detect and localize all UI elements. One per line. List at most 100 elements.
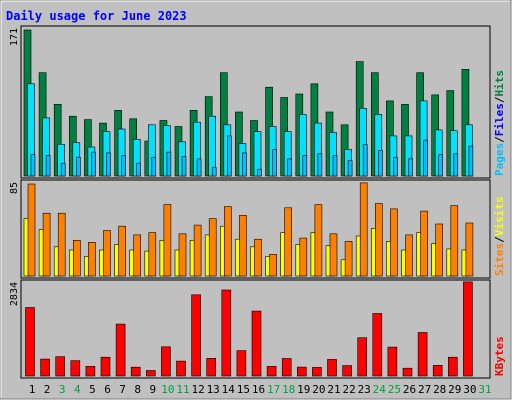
day-label: 8 [134, 383, 141, 396]
day-label: 18 [282, 383, 295, 396]
day-label: 16 [252, 383, 265, 396]
day-label: 15 [237, 383, 250, 396]
sites-bar [314, 204, 323, 277]
day-label: 4 [74, 383, 81, 396]
sites-bar [57, 212, 66, 277]
pages-bar [272, 149, 277, 177]
day-label: 5 [89, 383, 96, 396]
sites-bar [359, 182, 368, 277]
sites-bar [450, 205, 459, 277]
sites-bar [133, 234, 141, 277]
day-label: 29 [448, 383, 461, 396]
day-label: 14 [222, 383, 236, 396]
kbytes-bar [191, 294, 201, 377]
sites-bar [420, 210, 428, 277]
legend-visits-label: Visits [493, 197, 506, 237]
sites-bar [284, 207, 293, 277]
day-label: 10 [161, 383, 174, 396]
pages-bar [121, 155, 126, 177]
sites-bar [435, 223, 444, 277]
pages-bar [76, 156, 81, 177]
panel-kbytes-ymax-label: 2834 [9, 282, 20, 306]
day-label: 22 [342, 383, 355, 396]
day-label: 2 [44, 383, 51, 396]
day-label: 12 [191, 383, 204, 396]
sites-bar [103, 230, 111, 277]
kbytes-bar [417, 332, 428, 377]
pages-bar [45, 155, 51, 177]
kbytes-bar [161, 346, 171, 377]
day-label: 19 [297, 383, 310, 396]
legend-pages-label: Pages [493, 143, 506, 176]
sites-bar [148, 232, 157, 277]
pages-bar [362, 144, 368, 177]
legend-files-label: Files [493, 103, 506, 136]
kbytes-bar [312, 367, 322, 377]
day-label: 31 [478, 383, 491, 396]
kbytes-bar [236, 350, 247, 377]
sites-bar [163, 204, 172, 277]
panel-visits-ymax-label: 85 [9, 182, 20, 194]
pages-bar [302, 155, 308, 177]
pages-bar [106, 152, 111, 177]
legend-sep-1: / [493, 136, 506, 143]
day-label: 21 [327, 383, 340, 396]
sites-bar [224, 206, 232, 277]
day-label: 24 [373, 383, 387, 396]
pages-bar [181, 156, 187, 177]
kbytes-bar [402, 367, 413, 377]
legend-visits-sites: Sites/Visits [493, 197, 506, 277]
kbytes-bar [221, 289, 232, 377]
kbytes-bar [432, 364, 443, 377]
sites-bar [329, 233, 338, 277]
sites-bar [118, 225, 126, 277]
pages-bar [408, 158, 413, 177]
pages-bar [136, 162, 141, 177]
kbytes-bar [176, 360, 186, 377]
pages-bar [166, 151, 172, 177]
sites-bar [193, 224, 202, 277]
sites-bar [254, 238, 262, 277]
day-label: 6 [104, 383, 111, 396]
pages-bar [91, 151, 96, 177]
day-label: 11 [176, 383, 189, 396]
day-label: 1 [29, 383, 36, 396]
kbytes-bar [342, 365, 352, 377]
kbytes-bar [100, 356, 111, 377]
day-label: 9 [149, 383, 156, 396]
day-label: 20 [312, 383, 325, 396]
kbytes-bar [357, 337, 368, 377]
chart-title: Daily usage for June 2023 [6, 9, 187, 23]
pages-bar [468, 145, 474, 177]
kbytes-panel: 2834 KBytes [9, 279, 506, 379]
day-label: 3 [59, 383, 66, 396]
kbytes-bar [327, 359, 337, 377]
kbytes-bar [70, 360, 81, 377]
pages-bar [438, 154, 444, 177]
legend-sites-label: Sites [493, 243, 506, 276]
sites-bar [269, 254, 277, 277]
kbytes-bar [447, 356, 458, 377]
day-label: 30 [463, 383, 476, 396]
sites-bar [208, 218, 217, 277]
kbytes-bar [387, 346, 398, 377]
sites-bar [27, 183, 36, 277]
pages-bar [347, 160, 353, 177]
pages-bar [257, 168, 262, 177]
pages-bar [242, 152, 247, 177]
day-label: 23 [358, 383, 371, 396]
kbytes-bar [372, 313, 383, 377]
sites-bar [42, 212, 51, 277]
sites-bar [299, 237, 308, 277]
visits-sites-panel: 85 Sites/Visits [9, 179, 506, 279]
day-label: 13 [207, 383, 220, 396]
pages-bar [227, 135, 232, 177]
kbytes-bar [85, 365, 96, 377]
sites-bar [374, 203, 383, 277]
pages-bar [453, 153, 459, 177]
legend-hits-label: Hits [493, 70, 506, 97]
kbytes-bar [251, 310, 262, 377]
x-axis-day-labels: 1 2 3 4 5 6 7 8 9 10 11 12 13 14 15 16 17 18 19 20 21 22 23 24 2… [29, 383, 492, 396]
kbytes-bar [206, 357, 216, 377]
day-label: 25 [388, 383, 401, 396]
